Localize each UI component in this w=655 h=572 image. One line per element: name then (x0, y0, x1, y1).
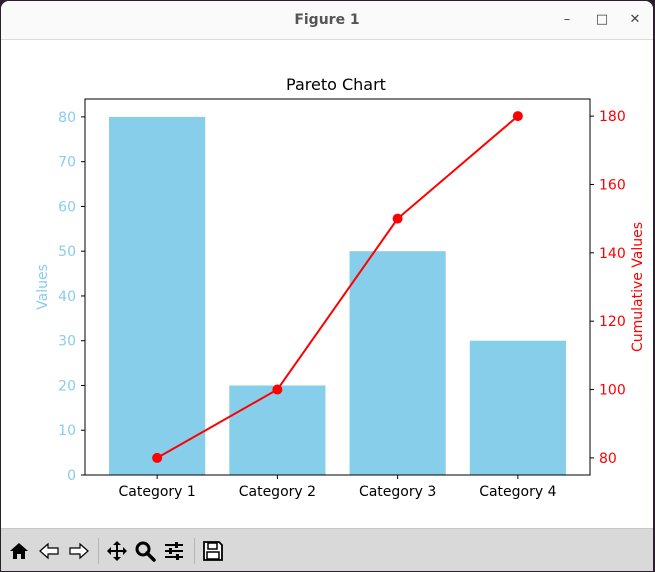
cumulative-point (392, 213, 403, 224)
configure-subplots-button[interactable] (161, 538, 187, 564)
y-tick-label: 30 (58, 334, 76, 350)
x-tick-label: Category 1 (118, 484, 195, 500)
x-tick-label: Category 3 (359, 484, 436, 500)
bar (229, 385, 326, 475)
pareto-chart: Pareto Chart 0 10 20 30 40 50 60 70 80 80 100 120 1… (35, 75, 646, 500)
save-button[interactable] (200, 538, 226, 564)
home-button[interactable] (6, 538, 32, 564)
zoom-button[interactable] (132, 538, 158, 564)
y-tick-label: 50 (58, 244, 76, 260)
y-tick-label: 0 (67, 468, 76, 484)
bar (349, 251, 446, 475)
bar (469, 340, 566, 475)
secondary-y-tick-label: 100 (599, 383, 626, 399)
forward-button[interactable] (66, 538, 92, 564)
y-axis-label: Values (35, 264, 51, 310)
back-icon (39, 542, 59, 560)
secondary-y-tick-label: 140 (599, 246, 626, 262)
navigation-toolbar (1, 528, 653, 571)
y-tick-label: 80 (58, 110, 76, 126)
home-icon (10, 543, 28, 559)
cumulative-point (152, 452, 163, 463)
y-tick-label: 10 (58, 423, 76, 439)
y-tick-label: 70 (58, 155, 76, 171)
secondary-y-tick-label: 180 (599, 109, 626, 125)
close-button[interactable]: ✕ (629, 12, 641, 27)
secondary-y-tick-label: 120 (599, 314, 626, 330)
secondary-y-tick-label: 160 (599, 177, 626, 193)
cumulative-line (156, 115, 519, 459)
y-tick-label: 20 (58, 378, 76, 394)
axes-frame (84, 98, 591, 476)
pan-button[interactable] (104, 538, 130, 564)
toolbar-separator (194, 538, 195, 564)
secondary-y-axis-label: Cumulative Values (630, 222, 646, 352)
back-button[interactable] (36, 538, 62, 564)
forward-icon (69, 542, 89, 560)
bar (109, 116, 206, 476)
plot-area: Pareto Chart 0 10 20 30 40 50 60 70 80 80 100 120 1… (1, 40, 653, 528)
y-tick-label: 40 (58, 289, 76, 305)
pan-icon (107, 541, 127, 561)
title-bar: Figure 1 – □ ✕ (1, 1, 653, 40)
chart-title: Pareto Chart (286, 75, 386, 94)
x-tick-label: Category 2 (239, 484, 316, 500)
y-tick-label: 60 (58, 199, 76, 215)
x-tick-label: Category 4 (479, 484, 556, 500)
cumulative-point (272, 384, 283, 395)
minimize-button[interactable]: – (563, 12, 571, 27)
cumulative-point (512, 111, 523, 122)
configure-subplots-icon (165, 542, 183, 560)
toolbar-separator (98, 538, 99, 564)
save-icon (203, 541, 223, 561)
secondary-y-tick-label: 80 (599, 451, 617, 467)
zoom-icon (135, 541, 156, 562)
window-title: Figure 1 (294, 12, 360, 28)
maximize-button[interactable]: □ (595, 12, 609, 27)
